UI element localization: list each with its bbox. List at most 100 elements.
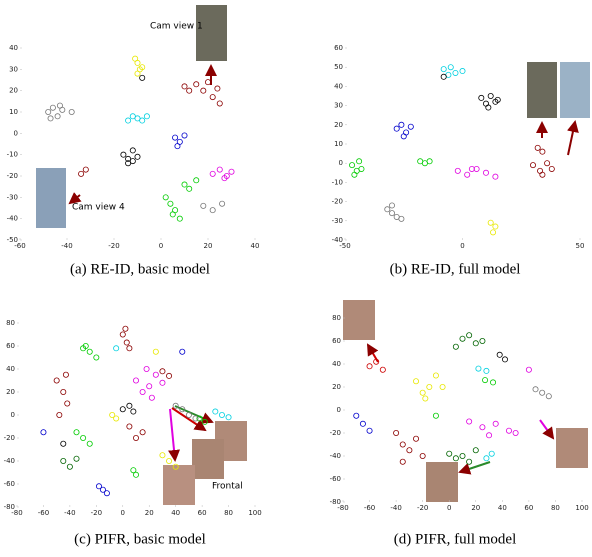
point: [175, 144, 180, 149]
y-tick-label: -40: [4, 457, 15, 465]
x-tick-label: 40: [171, 509, 180, 517]
x-tick-label: 80: [224, 509, 233, 517]
point: [67, 464, 72, 469]
point: [540, 149, 545, 154]
point: [480, 338, 485, 343]
point: [135, 154, 140, 159]
point: [540, 172, 545, 177]
y-tick-label: -40: [330, 452, 341, 460]
y-tick-label: 60: [332, 337, 341, 345]
point: [140, 430, 145, 435]
point: [127, 403, 132, 408]
point: [104, 491, 109, 496]
point: [147, 384, 152, 389]
point: [160, 369, 165, 374]
point: [502, 357, 507, 362]
x-tick-label: -80: [337, 504, 348, 512]
point: [482, 378, 487, 383]
x-tick-label: 0: [447, 504, 451, 512]
point: [202, 419, 207, 424]
point: [74, 456, 79, 461]
point: [182, 133, 187, 138]
point: [546, 394, 551, 399]
point: [226, 415, 231, 420]
point: [354, 413, 359, 418]
point: [506, 428, 511, 433]
point: [61, 441, 66, 446]
y-tick-label: -40: [7, 215, 18, 223]
arrow: [170, 409, 175, 460]
point: [220, 201, 225, 206]
point: [399, 122, 404, 127]
arrow: [460, 462, 490, 472]
point: [149, 395, 154, 400]
point: [114, 346, 119, 351]
photo: [343, 300, 375, 340]
annotation: Frontal: [212, 482, 243, 492]
point: [130, 148, 135, 153]
point: [54, 378, 59, 383]
x-tick-label: -40: [61, 242, 72, 250]
point: [131, 409, 136, 414]
point: [549, 166, 554, 171]
point: [389, 203, 394, 208]
y-tick-label: 20: [6, 388, 15, 396]
point: [187, 186, 192, 191]
point: [135, 60, 140, 65]
point: [489, 451, 494, 456]
point: [467, 419, 472, 424]
point: [400, 459, 405, 464]
point: [433, 373, 438, 378]
y-tick-label: -10: [332, 178, 343, 186]
point: [168, 201, 173, 206]
point: [460, 336, 465, 341]
y-tick-label: 20: [334, 121, 343, 129]
point: [465, 172, 470, 177]
point: [140, 75, 145, 80]
point: [440, 384, 445, 389]
y-tick-label: 0: [339, 159, 343, 167]
x-tick-label: -20: [91, 509, 102, 517]
point: [48, 116, 53, 121]
point: [413, 379, 418, 384]
annotation: Cam view 1: [150, 22, 203, 32]
point: [480, 425, 485, 430]
point: [55, 114, 60, 119]
point: [63, 372, 68, 377]
point: [399, 216, 404, 221]
x-tick-label: 100: [248, 509, 261, 517]
point: [408, 124, 413, 129]
point: [400, 442, 405, 447]
x-tick-label: 60: [198, 509, 207, 517]
x-tick-label: -40: [390, 504, 401, 512]
point: [486, 105, 491, 110]
y-tick-label: -20: [7, 172, 18, 180]
y-tick-label: 60: [6, 342, 15, 350]
point: [360, 421, 365, 426]
point: [427, 384, 432, 389]
caption: (a) RE-ID, basic model: [70, 261, 210, 277]
point: [194, 178, 199, 183]
point: [423, 396, 428, 401]
point: [65, 401, 70, 406]
point: [380, 367, 385, 372]
point: [69, 109, 74, 114]
x-tick-label: 0: [159, 242, 163, 250]
point: [493, 421, 498, 426]
y-tick-label: -20: [330, 429, 341, 437]
point: [205, 80, 210, 85]
y-tick-label: -20: [332, 198, 343, 206]
y-tick-label: 20: [332, 383, 341, 391]
point: [57, 412, 62, 417]
y-tick-label: 60: [334, 44, 343, 52]
point: [513, 430, 518, 435]
y-tick-label: 30: [334, 102, 343, 110]
point: [215, 86, 220, 91]
y-tick-label: 0: [11, 411, 15, 419]
point: [349, 163, 354, 168]
y-tick-label: -20: [4, 434, 15, 442]
x-tick-label: -50: [339, 242, 350, 250]
point: [127, 346, 132, 351]
point: [114, 416, 119, 421]
point: [213, 409, 218, 414]
